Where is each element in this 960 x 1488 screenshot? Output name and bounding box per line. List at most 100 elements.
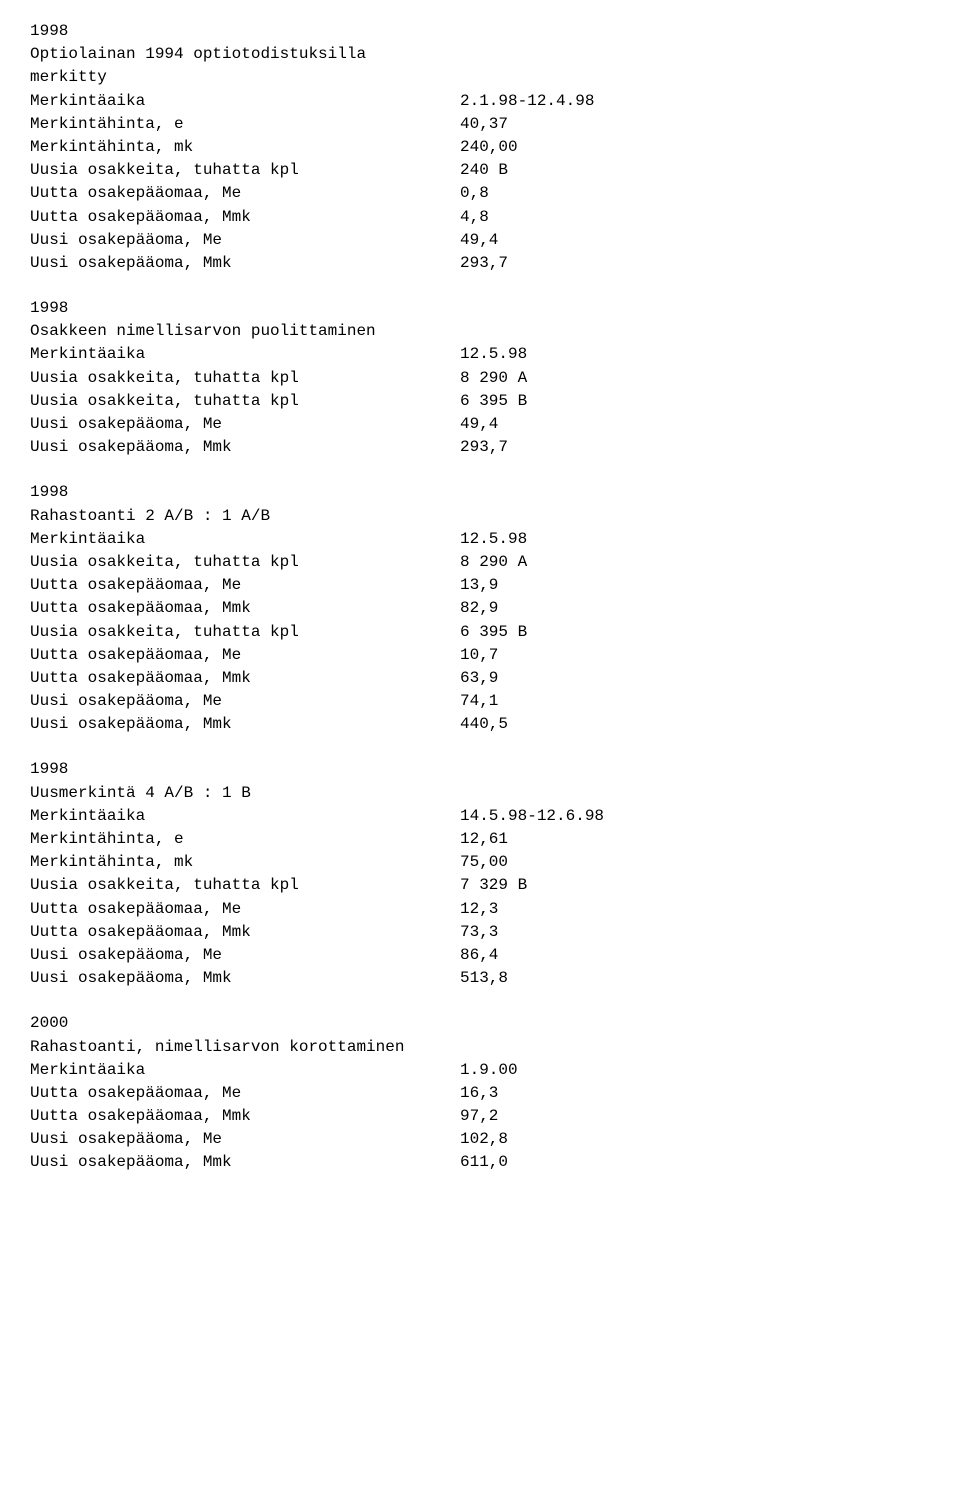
section: 1998Uusmerkintä 4 A/B : 1 BMerkintäaika1… (30, 758, 930, 990)
row-value: 440,5 (460, 713, 930, 736)
row-value: 14.5.98-12.6.98 (460, 805, 930, 828)
data-row: Uutta osakepääomaa, Me10,7 (30, 644, 930, 667)
row-value: 293,7 (460, 252, 930, 275)
row-value: 40,37 (460, 113, 930, 136)
row-value: 0,8 (460, 182, 930, 205)
data-row: Uusi osakepääoma, Mmk293,7 (30, 436, 930, 459)
data-row: Uusia osakkeita, tuhatta kpl8 290 A (30, 551, 930, 574)
row-value: 8 290 A (460, 367, 930, 390)
row-value: 49,4 (460, 229, 930, 252)
row-value: 6 395 B (460, 621, 930, 644)
data-row: Merkintäaika2.1.98-12.4.98 (30, 90, 930, 113)
row-label: Uutta osakepääomaa, Me (30, 1082, 460, 1105)
row-label: Merkintähinta, e (30, 113, 460, 136)
row-value: 102,8 (460, 1128, 930, 1151)
row-label: Uutta osakepääomaa, Me (30, 182, 460, 205)
row-value: 240,00 (460, 136, 930, 159)
row-label: Merkintäaika (30, 343, 460, 366)
section-year: 1998 (30, 758, 930, 781)
section-title-line: Optiolainan 1994 optiotodistuksilla (30, 43, 930, 66)
section-title-line: Uusmerkintä 4 A/B : 1 B (30, 782, 930, 805)
row-value: 12.5.98 (460, 343, 930, 366)
row-label: Uutta osakepääomaa, Mmk (30, 1105, 460, 1128)
row-value: 4,8 (460, 206, 930, 229)
row-label: Uusia osakkeita, tuhatta kpl (30, 874, 460, 897)
row-label: Merkintäaika (30, 90, 460, 113)
row-value: 240 B (460, 159, 930, 182)
row-label: Uutta osakepääomaa, Me (30, 898, 460, 921)
data-row: Uutta osakepääomaa, Me16,3 (30, 1082, 930, 1105)
row-value: 12,61 (460, 828, 930, 851)
section-year: 2000 (30, 1012, 930, 1035)
row-label: Uusi osakepääoma, Me (30, 1128, 460, 1151)
row-value: 73,3 (460, 921, 930, 944)
row-value: 74,1 (460, 690, 930, 713)
section-title-line: Rahastoanti 2 A/B : 1 A/B (30, 505, 930, 528)
row-label: Uutta osakepääomaa, Mmk (30, 921, 460, 944)
row-label: Uusi osakepääoma, Mmk (30, 967, 460, 990)
data-row: Merkintäaika1.9.00 (30, 1059, 930, 1082)
row-label: Uutta osakepääomaa, Mmk (30, 667, 460, 690)
data-row: Uusia osakkeita, tuhatta kpl7 329 B (30, 874, 930, 897)
row-label: Uusi osakepääoma, Me (30, 413, 460, 436)
data-row: Uutta osakepääomaa, Me0,8 (30, 182, 930, 205)
row-value: 16,3 (460, 1082, 930, 1105)
row-label: Uusia osakkeita, tuhatta kpl (30, 159, 460, 182)
data-row: Uusi osakepääoma, Mmk611,0 (30, 1151, 930, 1174)
row-value: 1.9.00 (460, 1059, 930, 1082)
section-title-line: merkitty (30, 66, 930, 89)
row-label: Uusi osakepääoma, Mmk (30, 1151, 460, 1174)
data-row: Uusi osakepääoma, Mmk513,8 (30, 967, 930, 990)
data-row: Uusia osakkeita, tuhatta kpl8 290 A (30, 367, 930, 390)
row-value: 10,7 (460, 644, 930, 667)
row-label: Uutta osakepääomaa, Me (30, 574, 460, 597)
row-value: 97,2 (460, 1105, 930, 1128)
data-row: Uutta osakepääomaa, Mmk97,2 (30, 1105, 930, 1128)
row-value: 6 395 B (460, 390, 930, 413)
data-row: Uutta osakepääomaa, Mmk82,9 (30, 597, 930, 620)
row-value: 8 290 A (460, 551, 930, 574)
section: 1998Rahastoanti 2 A/B : 1 A/BMerkintäaik… (30, 481, 930, 736)
data-row: Uusia osakkeita, tuhatta kpl240 B (30, 159, 930, 182)
section: 1998Optiolainan 1994 optiotodistuksillam… (30, 20, 930, 275)
data-row: Uusi osakepääoma, Me49,4 (30, 413, 930, 436)
row-label: Uusi osakepääoma, Mmk (30, 713, 460, 736)
data-row: Uutta osakepääomaa, Me13,9 (30, 574, 930, 597)
row-label: Uusi osakepääoma, Me (30, 944, 460, 967)
row-value: 49,4 (460, 413, 930, 436)
data-row: Uusi osakepääoma, Me49,4 (30, 229, 930, 252)
row-label: Uutta osakepääomaa, Me (30, 644, 460, 667)
data-row: Uusia osakkeita, tuhatta kpl6 395 B (30, 390, 930, 413)
row-label: Merkintähinta, mk (30, 136, 460, 159)
data-row: Uusi osakepääoma, Me74,1 (30, 690, 930, 713)
section-year: 1998 (30, 297, 930, 320)
row-label: Uusi osakepääoma, Mmk (30, 436, 460, 459)
row-label: Uusi osakepääoma, Me (30, 229, 460, 252)
row-value: 513,8 (460, 967, 930, 990)
row-label: Uusia osakkeita, tuhatta kpl (30, 621, 460, 644)
data-row: Uusi osakepääoma, Me102,8 (30, 1128, 930, 1151)
data-row: Merkintähinta, mk240,00 (30, 136, 930, 159)
row-value: 12.5.98 (460, 528, 930, 551)
data-row: Uusi osakepääoma, Mmk440,5 (30, 713, 930, 736)
row-label: Merkintähinta, e (30, 828, 460, 851)
row-value: 86,4 (460, 944, 930, 967)
row-label: Merkintäaika (30, 805, 460, 828)
data-row: Uusi osakepääoma, Me86,4 (30, 944, 930, 967)
data-row: Uutta osakepääomaa, Mmk73,3 (30, 921, 930, 944)
section: 2000Rahastoanti, nimellisarvon korottami… (30, 1012, 930, 1174)
row-value: 82,9 (460, 597, 930, 620)
data-row: Merkintäaika12.5.98 (30, 343, 930, 366)
section-year: 1998 (30, 20, 930, 43)
data-row: Merkintäaika14.5.98-12.6.98 (30, 805, 930, 828)
row-label: Merkintäaika (30, 528, 460, 551)
data-row: Merkintähinta, e12,61 (30, 828, 930, 851)
data-row: Uutta osakepääomaa, Mmk4,8 (30, 206, 930, 229)
row-value: 2.1.98-12.4.98 (460, 90, 930, 113)
data-row: Merkintähinta, mk75,00 (30, 851, 930, 874)
document-body: 1998Optiolainan 1994 optiotodistuksillam… (30, 20, 930, 1175)
row-label: Uusia osakkeita, tuhatta kpl (30, 390, 460, 413)
row-label: Merkintähinta, mk (30, 851, 460, 874)
row-value: 63,9 (460, 667, 930, 690)
row-label: Uutta osakepääomaa, Mmk (30, 206, 460, 229)
